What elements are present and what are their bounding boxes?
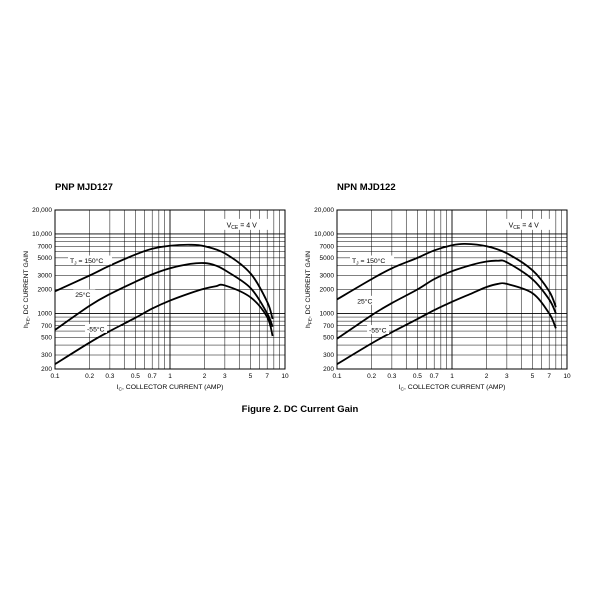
x-tick-label: 2 xyxy=(485,373,489,380)
condition-label: VCE = 4 V xyxy=(227,222,257,231)
condition-box xyxy=(493,218,554,230)
y-tick-label: 5000 xyxy=(320,255,335,262)
y-tick-label: 500 xyxy=(41,335,52,342)
y-tick-label: 10,000 xyxy=(314,231,334,238)
series-line-1 xyxy=(54,262,274,331)
y-tick-label: 7000 xyxy=(320,243,335,250)
x-tick-label: 1 xyxy=(450,373,454,380)
series-label-bg xyxy=(73,289,96,299)
x-tick-label: 0.5 xyxy=(413,373,422,380)
chart-panel-pnp: PNP MJD127 0.1 0.2 0.3 0.5 0.7 1 2 3 5 7 10 200 300 5… xyxy=(20,170,310,410)
figure-caption: Figure 2. DC Current Gain xyxy=(241,404,359,415)
x-tick-label: 0.2 xyxy=(367,373,376,380)
x-tick-label: 3 xyxy=(505,373,509,380)
y-tick-label: 1000 xyxy=(38,311,53,318)
y-tick-label: 10,000 xyxy=(32,231,52,238)
chart-svg: 0.1 0.2 0.3 0.5 0.7 1 2 3 5 7 10 200 300 500 700 1000 20… xyxy=(305,207,571,393)
condition-label: VCE = 4 V xyxy=(509,222,539,231)
x-tick-label: 5 xyxy=(249,373,253,380)
series-label: TJ = 150°C xyxy=(70,257,103,267)
x-tick-label: 1 xyxy=(168,373,172,380)
gridlines xyxy=(54,209,286,370)
series-label: TJ = 150°C xyxy=(352,257,385,267)
x-tick-label: 0.5 xyxy=(131,373,140,380)
plot-frame xyxy=(336,209,568,370)
y-tick-label: 2000 xyxy=(38,287,53,294)
series-label: -55°C xyxy=(87,325,105,333)
condition-box xyxy=(211,218,272,230)
x-tick-label: 0.3 xyxy=(105,373,114,380)
series-label: 25°C xyxy=(357,297,372,305)
x-axis-label: IC, COLLECTOR CURRENT (AMP) xyxy=(117,384,224,393)
series-line-0 xyxy=(336,242,557,308)
y-axis-label: hFE, DC CURRENT GAIN xyxy=(305,251,314,328)
y-tick-label: 200 xyxy=(41,366,52,373)
y-tick-label: 300 xyxy=(323,352,334,359)
chart-panel-npn: NPN MJD122 0.1 0.2 0.3 0.5 0.7 1 2 3 5 7 10 200 300 5… xyxy=(302,170,592,410)
y-tick-label: 3000 xyxy=(38,273,53,280)
y-tick-label: 500 xyxy=(323,335,334,342)
series-label-bg xyxy=(355,295,378,305)
x-tick-label: 0.7 xyxy=(148,373,157,380)
y-tick-label: 20,000 xyxy=(314,207,334,214)
series-line-2 xyxy=(336,282,557,365)
chart-title: PNP MJD127 xyxy=(55,182,113,193)
y-tick-label: 1000 xyxy=(320,311,335,318)
y-tick-label: 300 xyxy=(41,352,52,359)
series-label-bg xyxy=(367,325,390,335)
y-tick-label: 7000 xyxy=(38,243,53,250)
y-tick-label: 3000 xyxy=(320,273,335,280)
gridlines xyxy=(336,209,568,370)
y-tick-label: 20,000 xyxy=(32,207,52,214)
x-tick-label: 0.1 xyxy=(50,373,59,380)
x-tick-label: 10 xyxy=(281,373,289,380)
series-line-1 xyxy=(336,259,557,340)
x-tick-label: 5 xyxy=(531,373,535,380)
y-tick-label: 200 xyxy=(323,366,334,373)
series-label-bg xyxy=(67,255,112,265)
series-label-bg xyxy=(349,255,394,265)
x-tick-label: 0.2 xyxy=(85,373,94,380)
x-tick-label: 10 xyxy=(563,373,571,380)
chart-title: NPN MJD122 xyxy=(337,182,396,193)
y-tick-label: 2000 xyxy=(320,287,335,294)
series-label: 25°C xyxy=(75,291,90,299)
y-tick-label: 700 xyxy=(41,323,52,330)
series-label: -55°C xyxy=(369,327,387,335)
series-line-0 xyxy=(54,243,274,320)
x-tick-label: 7 xyxy=(547,373,551,380)
series-line-2 xyxy=(54,283,274,365)
x-tick-label: 0.7 xyxy=(430,373,439,380)
x-tick-label: 0.1 xyxy=(332,373,341,380)
y-tick-label: 700 xyxy=(323,323,334,330)
x-tick-label: 0.3 xyxy=(387,373,396,380)
y-axis-label: hFE, DC CURRENT GAIN xyxy=(23,251,32,328)
plot-frame xyxy=(54,209,286,370)
y-tick-label: 5000 xyxy=(38,255,53,262)
x-tick-label: 2 xyxy=(203,373,207,380)
chart-svg: 0.1 0.2 0.3 0.5 0.7 1 2 3 5 7 10 200 300 500 700 1000 20… xyxy=(23,207,289,393)
series-label-bg xyxy=(85,323,108,333)
x-axis-label: IC, COLLECTOR CURRENT (AMP) xyxy=(399,384,506,393)
x-tick-label: 7 xyxy=(265,373,269,380)
x-tick-label: 3 xyxy=(223,373,227,380)
